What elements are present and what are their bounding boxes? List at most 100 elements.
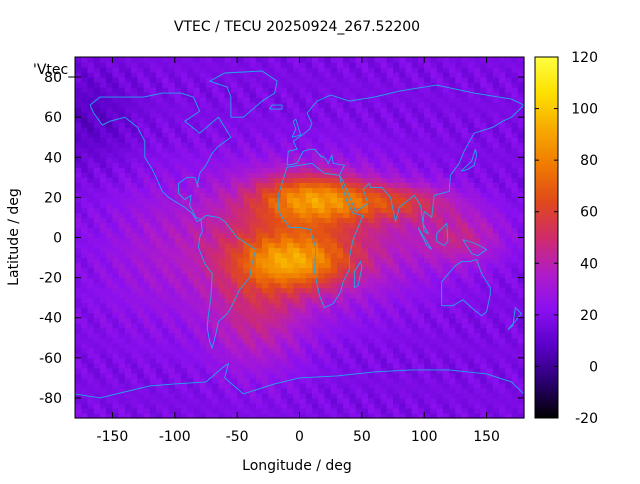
heatmap-cell	[118, 72, 126, 78]
heatmap-cell	[118, 267, 126, 274]
heatmap-cell	[386, 62, 394, 68]
heatmap-cell	[205, 247, 213, 254]
heatmap-cell	[293, 297, 301, 304]
heatmap-cell	[181, 97, 188, 103]
heatmap-cell	[255, 332, 263, 339]
heatmap-cell	[368, 392, 375, 399]
heatmap-cell	[75, 272, 82, 279]
heatmap-cell	[361, 402, 369, 409]
heatmap-cell	[393, 292, 400, 299]
heatmap-cell	[430, 277, 438, 284]
heatmap-cell	[442, 387, 450, 394]
heatmap-cell	[324, 182, 332, 188]
heatmap-cell	[424, 272, 432, 279]
heatmap-cell	[249, 227, 257, 234]
heatmap-cell	[318, 237, 326, 244]
heatmap-cell	[149, 282, 157, 289]
heatmap-cell	[474, 267, 481, 274]
heatmap-cell	[168, 312, 176, 319]
heatmap-cell	[287, 72, 294, 78]
heatmap-cell	[336, 362, 344, 369]
heatmap-cell	[318, 302, 326, 309]
heatmap-cell	[224, 167, 232, 173]
heatmap-cell	[205, 102, 213, 108]
heatmap-cell	[93, 287, 101, 294]
heatmap-cell	[430, 157, 438, 163]
heatmap-cell	[405, 267, 413, 274]
heatmap-cell	[374, 192, 382, 198]
heatmap-cell	[299, 77, 307, 83]
heatmap-cell	[442, 157, 450, 163]
heatmap-cell	[393, 402, 400, 409]
heatmap-cell	[499, 162, 506, 168]
heatmap-cell	[199, 182, 207, 188]
heatmap-cell	[262, 362, 269, 369]
heatmap-cell	[424, 342, 432, 349]
heatmap-cell	[75, 322, 82, 329]
heatmap-cell	[405, 272, 413, 279]
heatmap-cell	[330, 357, 338, 364]
heatmap-cell	[486, 147, 494, 153]
heatmap-cell	[461, 377, 469, 384]
heatmap-cell	[399, 342, 407, 349]
heatmap-cell	[374, 152, 382, 158]
heatmap-cell	[492, 337, 500, 344]
heatmap-cell	[143, 227, 151, 234]
heatmap-cell	[499, 217, 506, 224]
heatmap-cell	[355, 407, 363, 414]
heatmap-cell	[449, 62, 457, 68]
heatmap-cell	[355, 207, 363, 214]
heatmap-cell	[255, 342, 263, 349]
heatmap-cell	[293, 132, 301, 138]
heatmap-cell	[305, 312, 313, 319]
heatmap-cell	[224, 232, 232, 239]
heatmap-cell	[193, 147, 201, 153]
heatmap-cell	[199, 222, 207, 229]
heatmap-cell	[349, 82, 357, 88]
heatmap-cell	[393, 137, 400, 143]
heatmap-cell	[474, 307, 481, 314]
heatmap-cell	[480, 387, 488, 394]
heatmap-cell	[449, 57, 457, 63]
heatmap-cell	[355, 252, 363, 259]
heatmap-cell	[268, 97, 276, 103]
heatmap-cell	[474, 222, 481, 229]
heatmap-cell	[349, 62, 357, 68]
heatmap-cell	[106, 202, 114, 209]
heatmap-cell	[386, 252, 394, 259]
heatmap-cell	[193, 187, 201, 193]
heatmap-cell	[355, 387, 363, 394]
heatmap-cell	[343, 222, 350, 229]
heatmap-cell	[230, 227, 238, 234]
heatmap-cell	[224, 312, 232, 319]
heatmap-cell	[393, 242, 400, 249]
heatmap-cell	[318, 262, 326, 269]
heatmap-cell	[174, 67, 182, 73]
heatmap-cell	[474, 212, 481, 219]
heatmap-cell	[249, 302, 257, 309]
heatmap-cell	[262, 112, 269, 118]
heatmap-cell	[87, 277, 95, 284]
heatmap-cell	[318, 197, 326, 203]
heatmap-cell	[143, 152, 151, 158]
heatmap-cell	[411, 162, 419, 168]
heatmap-cell	[193, 347, 201, 354]
heatmap-cell	[181, 222, 188, 229]
heatmap-cell	[106, 272, 114, 279]
heatmap-cell	[393, 187, 400, 193]
heatmap-cell	[393, 412, 400, 419]
heatmap-cell	[255, 272, 263, 279]
heatmap-cell	[499, 277, 506, 284]
heatmap-cell	[149, 252, 157, 259]
heatmap-cell	[343, 397, 350, 404]
heatmap-cell	[187, 67, 195, 73]
heatmap-cell	[492, 392, 500, 399]
heatmap-cell	[499, 62, 506, 68]
heatmap-cell	[268, 322, 276, 329]
heatmap-cell	[249, 357, 257, 364]
heatmap-cell	[93, 272, 101, 279]
heatmap-cell	[349, 227, 357, 234]
heatmap-cell	[237, 222, 244, 229]
heatmap-cell	[293, 102, 301, 108]
heatmap-cell	[168, 137, 176, 143]
